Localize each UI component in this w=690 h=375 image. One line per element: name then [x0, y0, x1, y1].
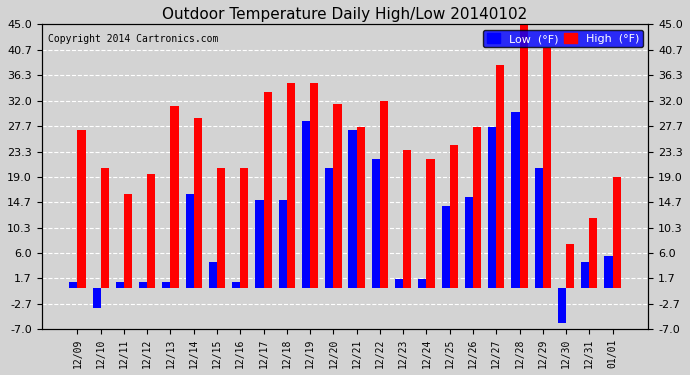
Bar [511, 112, 520, 288]
Bar [279, 200, 287, 288]
Bar [264, 92, 272, 288]
Bar [581, 262, 589, 288]
Bar [357, 127, 365, 288]
Bar [488, 127, 496, 288]
Bar [535, 168, 543, 288]
Bar [310, 83, 318, 288]
Bar [418, 279, 426, 288]
Bar [186, 194, 194, 288]
Bar [380, 100, 388, 288]
Bar [217, 168, 225, 288]
Bar [496, 66, 504, 288]
Bar [92, 288, 101, 309]
Bar [162, 282, 170, 288]
Bar [613, 177, 621, 288]
Bar [232, 282, 240, 288]
Bar [589, 218, 598, 288]
Bar [124, 194, 132, 288]
Bar [395, 279, 403, 288]
Bar [348, 130, 357, 288]
Bar [465, 197, 473, 288]
Bar [543, 48, 551, 288]
Bar [240, 168, 248, 288]
Bar [604, 256, 613, 288]
Bar [69, 282, 77, 288]
Bar [170, 106, 179, 288]
Bar [139, 282, 147, 288]
Bar [101, 168, 109, 288]
Bar [255, 200, 264, 288]
Bar [558, 288, 566, 323]
Bar [473, 127, 481, 288]
Bar [209, 262, 217, 288]
Bar [116, 282, 124, 288]
Title: Outdoor Temperature Daily High/Low 20140102: Outdoor Temperature Daily High/Low 20140… [162, 7, 528, 22]
Bar [403, 150, 411, 288]
Bar [302, 121, 310, 288]
Legend: Low  (°F), High  (°F): Low (°F), High (°F) [483, 30, 643, 48]
Bar [287, 83, 295, 288]
Bar [147, 174, 155, 288]
Bar [77, 130, 86, 288]
Bar [450, 144, 458, 288]
Bar [442, 206, 450, 288]
Bar [333, 104, 342, 288]
Text: Copyright 2014 Cartronics.com: Copyright 2014 Cartronics.com [48, 34, 218, 44]
Bar [426, 159, 435, 288]
Bar [194, 118, 202, 288]
Bar [520, 24, 528, 288]
Bar [566, 244, 574, 288]
Bar [372, 159, 380, 288]
Bar [325, 168, 333, 288]
